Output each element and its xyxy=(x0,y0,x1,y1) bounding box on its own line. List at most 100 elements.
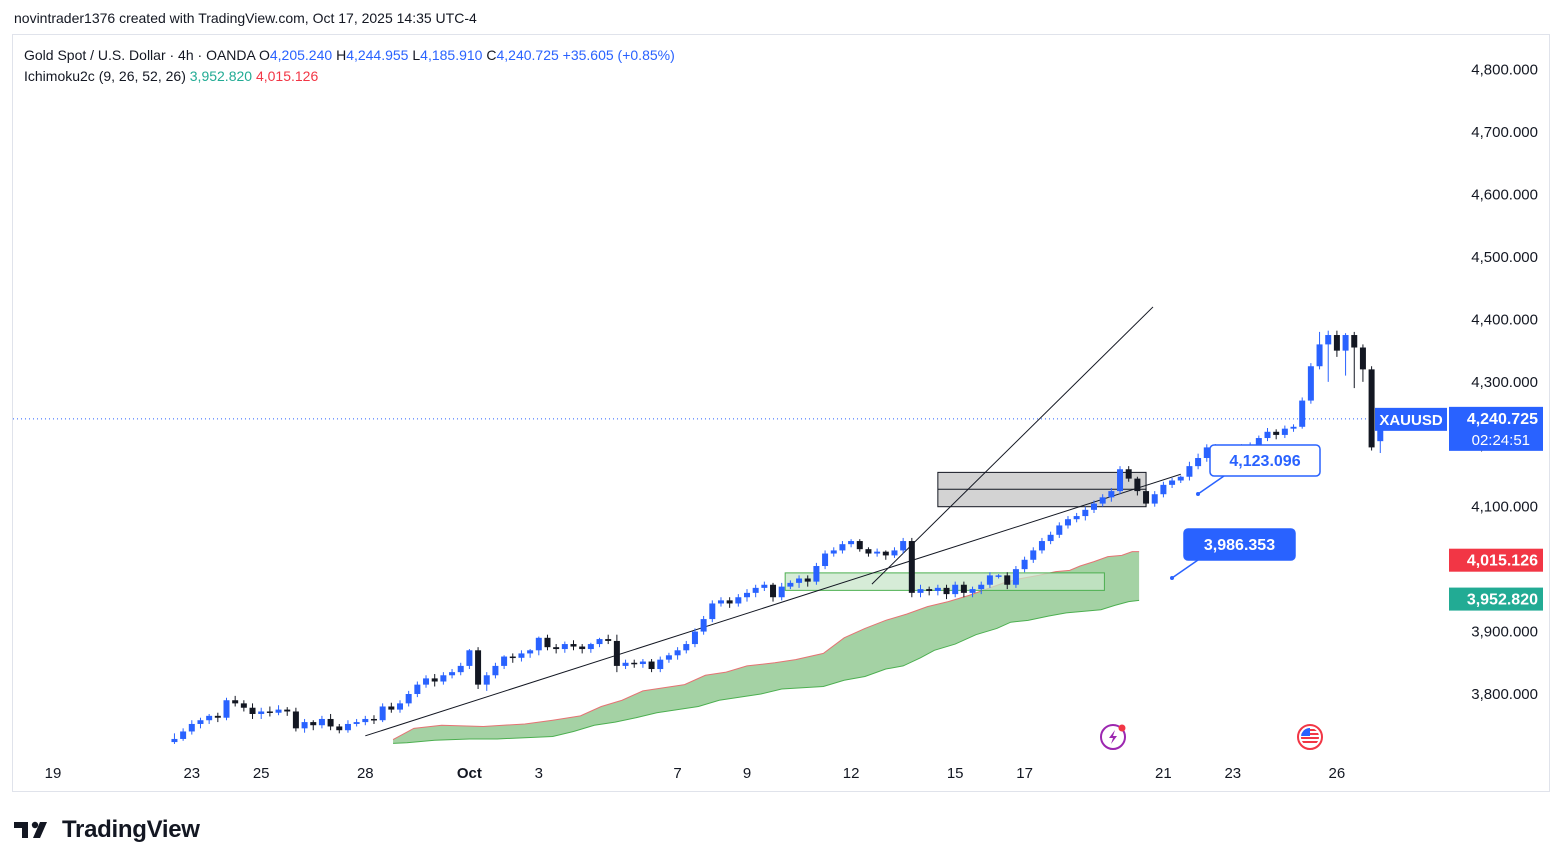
candle-body xyxy=(379,706,386,721)
chart-frame[interactable] xyxy=(12,34,1550,792)
chart-legend: Gold Spot / U.S. Dollar · 4h · OANDA O4,… xyxy=(24,45,675,87)
candle-body xyxy=(240,703,247,708)
callout-3986-box xyxy=(1183,528,1296,561)
candle-body xyxy=(804,578,811,582)
candle-body xyxy=(206,715,213,721)
candle-body xyxy=(796,578,803,583)
candle-body xyxy=(397,703,403,710)
symbol-text: XAUUSD xyxy=(1379,412,1443,429)
candle-body xyxy=(284,709,291,712)
x-tick-label: 17 xyxy=(1016,765,1033,782)
icons-layer xyxy=(1100,724,1323,750)
candle-body xyxy=(570,644,577,647)
candle-body xyxy=(813,566,820,582)
brand-name: TradingView xyxy=(62,816,200,843)
x-tick-label: 15 xyxy=(947,765,964,782)
candle-body xyxy=(310,722,317,726)
x-tick-label: 3 xyxy=(535,765,543,782)
candle-body xyxy=(1091,503,1097,510)
candle-body xyxy=(1325,335,1332,345)
candle-body xyxy=(1099,497,1106,504)
candle-body xyxy=(1195,458,1202,467)
y-tick-label: 4,600.000 xyxy=(1471,187,1538,204)
y-tick-label: 3,800.000 xyxy=(1471,686,1538,703)
candle-body xyxy=(457,665,464,673)
candle-body xyxy=(978,584,985,590)
candle-body xyxy=(1117,469,1124,492)
candle-body xyxy=(171,738,178,743)
candle-body xyxy=(501,656,508,666)
candle-body xyxy=(336,726,343,731)
high-label: H xyxy=(336,47,347,63)
candle-body xyxy=(986,575,993,585)
close-label: C xyxy=(486,47,497,63)
candle-body xyxy=(292,711,299,729)
x-tick-label: 9 xyxy=(743,765,751,782)
candle-body xyxy=(301,722,308,729)
tradingview-brand[interactable]: TradingView xyxy=(14,816,200,844)
open-value: 4,205.240 xyxy=(269,47,333,63)
low-label: L xyxy=(412,47,421,63)
x-tick-label: 28 xyxy=(357,765,374,782)
candle-body xyxy=(1143,491,1150,504)
ichimoku-axis-label-green xyxy=(1449,587,1543,611)
change-value: +35.605 (+0.85%) xyxy=(562,47,675,63)
candle-body xyxy=(431,678,438,682)
candle-body xyxy=(1125,469,1132,479)
candle-body xyxy=(249,707,256,714)
candle-body xyxy=(778,586,785,598)
cloud-span-b-line xyxy=(393,599,1140,744)
candle-body xyxy=(188,723,195,732)
candle-body xyxy=(509,656,516,659)
candle-body xyxy=(1160,484,1167,495)
candle-body xyxy=(1203,447,1210,459)
close-value: 4,240.725 xyxy=(496,47,559,63)
indicator-name[interactable]: Ichimoku2c (9, 26, 52, 26) xyxy=(24,68,186,84)
candle-body xyxy=(960,584,967,593)
candle-body xyxy=(648,661,655,670)
candle-body xyxy=(518,653,525,658)
zones-layer xyxy=(784,471,1147,591)
candle-body xyxy=(1004,575,1011,585)
candle-body xyxy=(266,711,273,713)
x-tick-label: 25 xyxy=(253,765,270,782)
callouts-layer: 4,123.096 3,986.353 xyxy=(1170,444,1321,580)
y-tick-label: 4,700.000 xyxy=(1471,124,1538,141)
us-flag-event-icon[interactable] xyxy=(1297,724,1323,750)
candle-body xyxy=(1264,431,1271,439)
ichimoku-axis-label-red xyxy=(1449,548,1543,572)
candle-body xyxy=(744,592,750,598)
candle-body xyxy=(839,544,846,551)
candle-body xyxy=(995,575,1002,577)
candle-body xyxy=(587,644,594,650)
candle-body xyxy=(926,589,933,591)
lightning-event-icon[interactable] xyxy=(1100,724,1126,750)
time-axis: 19 23 25 28 Oct 3 7 9 12 15 17 21 23 26 xyxy=(45,765,1346,782)
candle-body xyxy=(258,711,265,714)
candle-body xyxy=(1012,569,1019,585)
candle-body xyxy=(735,597,742,604)
candle-body xyxy=(353,722,360,724)
candle-body xyxy=(1047,534,1054,542)
symbol-title[interactable]: Gold Spot / U.S. Dollar · 4h · OANDA xyxy=(24,47,256,63)
candle-body xyxy=(1151,494,1158,504)
short-trendline xyxy=(871,306,1154,585)
candle-body xyxy=(1342,335,1349,351)
candle-body xyxy=(908,541,915,593)
current-price-label xyxy=(1449,406,1543,451)
candle-body xyxy=(180,731,187,739)
candle-body xyxy=(900,541,907,551)
callout-3986-anchor xyxy=(1170,576,1174,580)
candle-body xyxy=(770,584,777,598)
candle-body xyxy=(969,589,976,593)
cloud-span-a-line xyxy=(392,551,1140,741)
candle-body xyxy=(752,587,759,593)
candle-body xyxy=(865,549,872,554)
candle-body xyxy=(1307,366,1314,401)
candle-body xyxy=(414,684,421,694)
candle-body xyxy=(579,646,586,650)
candle-body xyxy=(1333,335,1340,351)
candle-body xyxy=(1021,559,1028,570)
candle-body xyxy=(483,675,490,685)
